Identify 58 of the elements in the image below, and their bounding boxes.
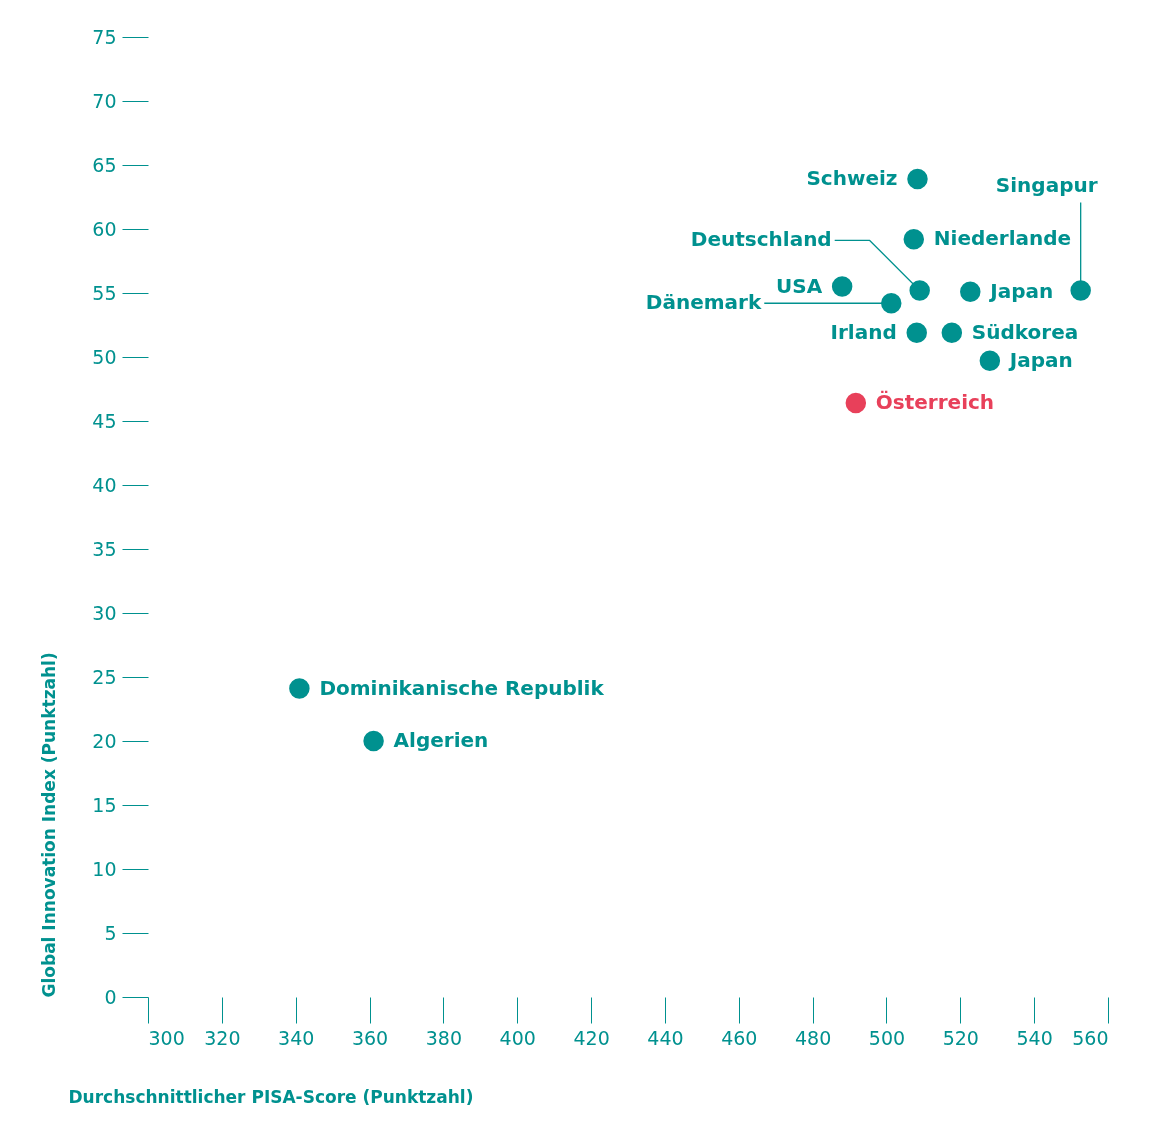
y-tick-label: 20 [92,729,117,752]
x-tick-label: 340 [278,1026,315,1049]
y-tick-label: 30 [92,601,117,624]
point [979,350,1001,372]
annotation: USA [776,273,823,298]
x-axis-title: Durchschnittlicher PISA-Score (Punktzahl) [68,1086,474,1107]
point [907,168,928,190]
point [831,276,853,297]
y-tick-label: 45 [92,409,117,432]
x-tick-label: 440 [647,1026,684,1049]
y-tick-label: 55 [92,281,117,304]
point [941,322,963,343]
x-tick-label: 300 [148,1026,185,1049]
x-tick-label: 320 [204,1026,241,1049]
annotation: Japan [1007,347,1073,372]
point [960,281,981,302]
y-tick-label: 75 [92,25,117,48]
point [1070,280,1091,301]
annotation: Südkorea [971,319,1079,344]
x-tick-label: 360 [351,1026,389,1049]
x-tick-label: 480 [794,1026,832,1049]
x-tick-label: 560 [1072,1026,1109,1049]
annotation: Österreich [875,390,995,415]
point [903,229,925,250]
annotation: Irland [830,319,897,344]
y-tick-label: 40 [92,473,117,496]
x-tick-label: 540 [1016,1026,1053,1049]
y-tick-label: 25 [92,665,117,688]
y-tick-label: 35 [92,537,117,560]
x-tick-label: 500 [868,1026,906,1049]
point [909,280,930,301]
annotation: Niederlande [933,226,1072,251]
point [881,293,902,314]
point [289,678,310,699]
point [906,322,927,343]
y-tick-label: 65 [92,153,117,176]
point [845,392,867,414]
annotation: Singapur [995,173,1098,198]
x-tick-label: 460 [721,1026,758,1049]
annotation: Schweiz [806,166,898,191]
annotation: Dominikanische Republik [319,675,605,700]
y-tick-label: 50 [92,345,117,368]
y-tick-label: 10 [92,857,117,880]
annotation: Dänemark [645,290,762,315]
point [363,730,384,752]
y-tick-label: 0 [104,985,117,1008]
y-axis-title: Global Innovation Index (Punktzahl) [38,652,59,998]
x-tick-label: 400 [499,1026,536,1049]
y-tick-label: 15 [92,793,117,816]
y-tick-label: 70 [92,89,117,112]
x-tick-label: 520 [942,1026,979,1049]
x-tick-label: 380 [425,1026,463,1049]
y-tick-label: 5 [104,921,117,944]
annotation: Japan [988,278,1054,303]
y-tick-label: 60 [92,217,117,240]
x-tick-label: 420 [573,1026,610,1049]
annotation: Algerien [393,728,489,752]
annotation: Deutschland [690,227,832,252]
